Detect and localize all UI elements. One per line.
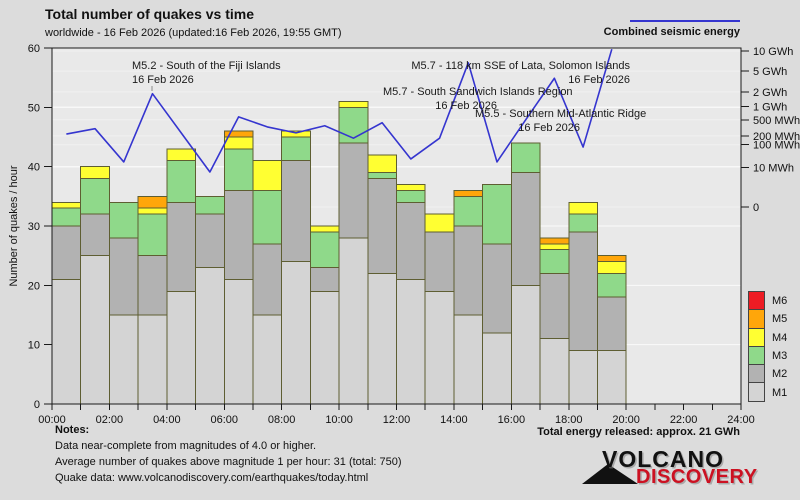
magnitude-legend-item-m5: M5 — [748, 309, 788, 329]
svg-text:2 GWh: 2 GWh — [753, 87, 787, 99]
svg-text:14:00: 14:00 — [440, 414, 468, 426]
magnitude-legend-item-m1: M1 — [748, 382, 788, 402]
magnitude-label-m5: M5 — [772, 313, 788, 326]
magnitude-legend-item-m2: M2 — [748, 364, 788, 384]
svg-text:200 MWh: 200 MWh — [753, 131, 800, 143]
magnitude-label-m4: M4 — [772, 331, 788, 344]
magnitude-label-m2: M2 — [772, 368, 788, 381]
svg-text:20:00: 20:00 — [612, 414, 640, 426]
magnitude-swatch-m6 — [748, 291, 765, 311]
svg-text:60: 60 — [28, 43, 40, 55]
notes-line-completeness: Data near-complete from magnitudes of 4.… — [55, 440, 317, 452]
svg-text:12:00: 12:00 — [383, 414, 411, 426]
volcano-triangle-icon — [582, 464, 638, 484]
svg-text:5 GWh: 5 GWh — [753, 66, 787, 78]
magnitude-swatch-m3 — [748, 345, 765, 366]
svg-text:30: 30 — [28, 221, 40, 233]
svg-text:20: 20 — [28, 280, 40, 292]
magnitude-label-m1: M1 — [772, 386, 788, 399]
magnitude-swatch-m4 — [748, 327, 765, 347]
svg-text:18:00: 18:00 — [555, 414, 583, 426]
svg-text:10:00: 10:00 — [325, 414, 353, 426]
magnitude-swatch-m5 — [748, 309, 765, 329]
svg-text:10 MWh: 10 MWh — [753, 162, 794, 174]
svg-text:06:00: 06:00 — [210, 414, 238, 426]
svg-text:00:00: 00:00 — [38, 414, 66, 426]
svg-text:100 MWh: 100 MWh — [753, 140, 800, 152]
magnitude-label-m6: M6 — [772, 295, 788, 308]
magnitude-legend: M6 M5 M4 M3 M2 M1 — [748, 291, 788, 402]
notes-heading: Notes: — [55, 424, 90, 436]
magnitude-swatch-m2 — [748, 364, 765, 384]
svg-text:0: 0 — [753, 202, 759, 214]
magnitude-legend-item-m4: M4 — [748, 327, 788, 347]
page-title: Total number of quakes vs time — [45, 6, 255, 22]
magnitude-label-m3: M3 — [772, 350, 788, 363]
svg-text:50: 50 — [28, 102, 40, 114]
svg-text:04:00: 04:00 — [153, 414, 181, 426]
magnitude-legend-item-m6: M6 — [748, 291, 788, 311]
magnitude-swatch-m1 — [748, 382, 765, 402]
page-subtitle: worldwide - 16 Feb 2026 (updated:16 Feb … — [45, 27, 342, 39]
notes-line-average: Average number of quakes above magnitude… — [55, 456, 402, 468]
svg-text:24:00: 24:00 — [727, 414, 755, 426]
energy-legend-label: Combined seismic energy — [603, 26, 740, 38]
svg-text:40: 40 — [28, 162, 40, 174]
logo-discovery-text[interactable]: DISCOVERY — [636, 466, 758, 488]
svg-text:08:00: 08:00 — [268, 414, 296, 426]
svg-text:16:00: 16:00 — [498, 414, 526, 426]
logo-volcano-text[interactable]: VOLCANO — [602, 446, 724, 472]
magnitude-legend-item-m3: M3 — [748, 345, 788, 366]
svg-text:0: 0 — [34, 399, 40, 411]
svg-text:10: 10 — [28, 340, 40, 352]
svg-text:22:00: 22:00 — [670, 414, 698, 426]
energy-line-legend-sample — [630, 20, 740, 22]
svg-text:10 GWh: 10 GWh — [753, 46, 793, 58]
svg-text:1 GWh: 1 GWh — [753, 102, 787, 114]
svg-text:02:00: 02:00 — [96, 414, 124, 426]
svg-text:500 MWh: 500 MWh — [753, 115, 800, 127]
notes-line-source-url[interactable]: Quake data: www.volcanodiscovery.com/ear… — [55, 472, 369, 484]
total-energy-released: Total energy released: approx. 21 GWh — [537, 426, 740, 438]
